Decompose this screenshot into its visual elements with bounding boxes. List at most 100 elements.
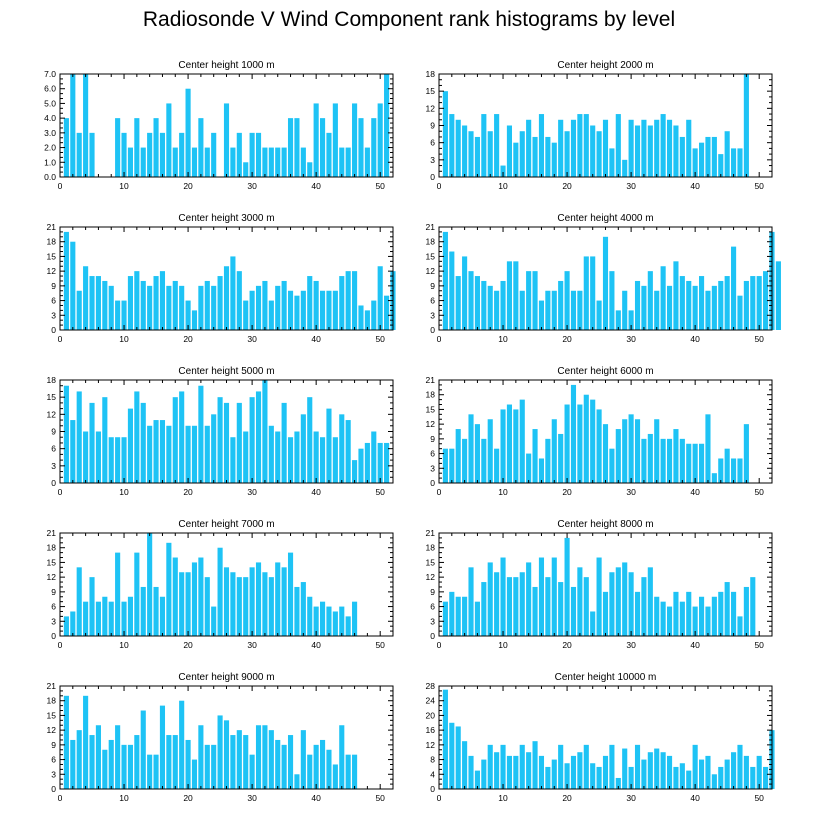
y-tick-label: 9 [51,740,56,750]
histogram-bar [326,606,332,636]
x-tick-label: 30 [247,181,257,191]
x-tick-label: 50 [754,640,764,650]
histogram-bar [127,408,133,483]
histogram-bar [159,132,166,177]
histogram-bar [455,119,461,177]
histogram-bar [326,749,332,789]
y-tick-label: 6 [430,296,435,306]
y-tick-label: 20 [426,710,436,720]
histogram-bar [121,744,127,789]
histogram-bar [223,567,230,636]
x-tick-label: 50 [375,181,385,191]
histogram-bar [352,754,358,789]
histogram-bar [281,280,287,330]
histogram-bar [153,420,159,483]
y-tick-label: 0 [51,325,56,335]
histogram-bar [545,290,551,330]
y-tick-label: 4.0 [44,113,56,123]
y-tick-label: 18 [47,237,57,247]
histogram-bar [230,437,236,483]
panel-title: Center height 10000 m [555,672,657,683]
histogram-bar [609,448,615,483]
y-tick-label: 12 [47,266,57,276]
y-tick-label: 3.0 [44,128,56,138]
histogram-bar [686,280,692,330]
y-tick-label: 0 [430,784,435,794]
histogram-bar [307,162,313,177]
histogram-bar [602,236,609,330]
y-tick-label: 5.0 [44,98,56,108]
histogram-bar [519,572,525,636]
histogram-bar [108,437,114,483]
histogram-bar [641,759,647,789]
x-tick-label: 40 [311,640,321,650]
histogram-bar [364,310,370,330]
histogram-bar [442,689,448,789]
histogram-bar [211,744,217,789]
histogram-bar [506,577,512,636]
histogram-bar [737,458,743,483]
histogram-bar [750,577,756,636]
histogram-bar [287,290,294,330]
histogram-bar [615,777,621,789]
histogram-bar [487,562,493,636]
histogram-bar [577,114,583,177]
histogram-bar [300,290,306,330]
histogram-panel-3: Center height 3000 m 0 10 20 30 40 50 0 3 6 9 12 15 1… [47,213,396,344]
y-tick-label: 15 [47,557,57,567]
histogram-bar [558,744,564,789]
histogram-bar [76,567,82,636]
histogram-bar [679,276,685,330]
histogram-bar [532,136,538,177]
histogram-bar [602,424,609,483]
histogram-bar [628,414,634,483]
x-tick-label: 10 [119,181,129,191]
histogram-bar [583,256,589,330]
y-tick-label: 3 [430,463,435,473]
histogram-bar [596,409,602,483]
histogram-bar [95,601,101,636]
histogram-bar [731,591,737,636]
histogram-bar [468,131,474,177]
histogram-bar [172,735,178,789]
histogram-bar [628,766,634,789]
histogram-bar [300,414,306,483]
histogram-bar [332,764,338,789]
histogram-bar [474,601,480,636]
histogram-bar [673,429,679,483]
histogram-bar [230,572,236,636]
histogram-bar [705,414,711,483]
histogram-bar [275,739,281,789]
histogram-bar [692,285,698,330]
histogram-bar [326,290,332,330]
y-tick-label: 9 [51,427,56,437]
histogram-bar [724,582,730,636]
histogram-bar [70,611,76,636]
x-tick-label: 20 [562,640,572,650]
y-tick-label: 0 [51,631,56,641]
x-tick-label: 10 [119,334,129,344]
histogram-bar [705,136,711,177]
histogram-bar [462,596,468,636]
histogram-bar [166,735,172,789]
histogram-bar [262,147,268,177]
histogram-bar [339,606,345,636]
histogram-bar [140,586,146,636]
histogram-bar [63,385,69,483]
histogram-bar [462,741,468,789]
histogram-bar [583,744,589,789]
y-tick-label: 15 [426,557,436,567]
y-tick-label: 12 [47,572,57,582]
histogram-bar [583,114,589,177]
histogram-bar [506,755,512,789]
histogram-panel-2: Center height 2000 m 0 10 20 30 40 50 0 3 6 9 12 15 1… [426,60,773,191]
y-tick-label: 3 [430,616,435,626]
histogram-bar [179,391,185,483]
histogram-bar [494,290,500,330]
panel-title: Center height 4000 m [557,213,653,224]
histogram-bar [737,295,743,330]
histogram-bar [718,766,724,789]
histogram-bar [332,290,338,330]
y-tick-label: 21 [426,375,436,385]
histogram-bar [249,132,255,177]
